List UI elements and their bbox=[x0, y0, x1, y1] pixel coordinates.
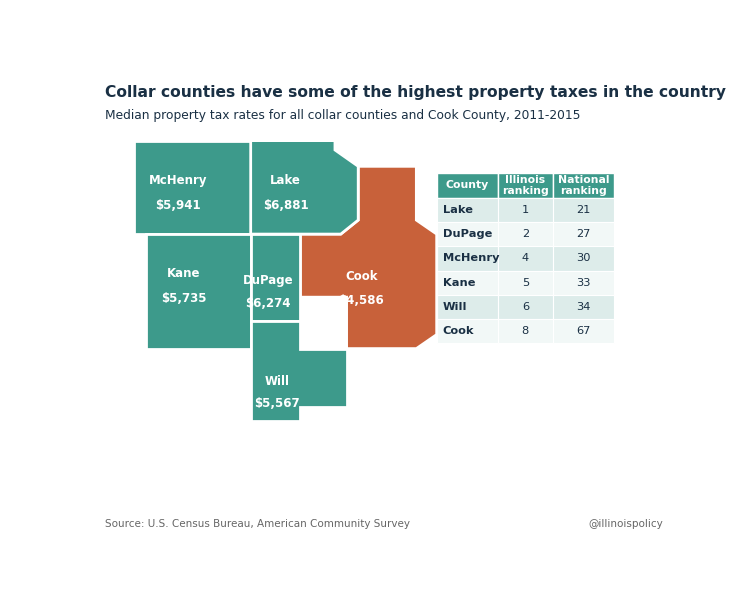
Text: 6: 6 bbox=[522, 302, 529, 312]
Bar bbox=[498, 271, 553, 295]
Text: Source: U.S. Census Bureau, American Community Survey: Source: U.S. Census Bureau, American Com… bbox=[105, 518, 410, 529]
Bar bbox=[436, 174, 498, 198]
Bar bbox=[498, 295, 553, 319]
Text: 27: 27 bbox=[576, 229, 591, 239]
Text: $4,586: $4,586 bbox=[338, 294, 384, 307]
Text: Median property tax rates for all collar counties and Cook County, 2011-2015: Median property tax rates for all collar… bbox=[105, 109, 580, 122]
Text: 30: 30 bbox=[576, 253, 591, 263]
Text: $6,274: $6,274 bbox=[245, 297, 291, 310]
Text: $5,941: $5,941 bbox=[155, 198, 201, 212]
Bar bbox=[553, 246, 614, 271]
Bar bbox=[553, 319, 614, 344]
Text: 1: 1 bbox=[522, 205, 529, 215]
Text: 8: 8 bbox=[522, 327, 529, 336]
Bar bbox=[553, 222, 614, 246]
Text: Kane: Kane bbox=[442, 277, 475, 288]
Bar bbox=[553, 295, 614, 319]
Text: Illinois
ranking: Illinois ranking bbox=[502, 175, 549, 196]
Bar bbox=[436, 295, 498, 319]
Polygon shape bbox=[300, 166, 436, 348]
Text: Lake: Lake bbox=[442, 205, 472, 215]
Text: National
ranking: National ranking bbox=[558, 175, 609, 196]
Polygon shape bbox=[251, 320, 346, 421]
Text: 67: 67 bbox=[576, 327, 591, 336]
Bar bbox=[436, 319, 498, 344]
Bar bbox=[436, 246, 498, 271]
Text: Cook: Cook bbox=[442, 327, 474, 336]
Bar bbox=[436, 198, 498, 222]
Text: 4: 4 bbox=[522, 253, 529, 263]
Text: Will: Will bbox=[264, 375, 290, 388]
Text: Kane: Kane bbox=[167, 267, 200, 280]
Text: Will: Will bbox=[442, 302, 467, 312]
Bar bbox=[498, 246, 553, 271]
Bar bbox=[553, 198, 614, 222]
Text: Cook: Cook bbox=[345, 270, 377, 283]
Text: County: County bbox=[446, 180, 489, 191]
Text: DuPage: DuPage bbox=[243, 274, 293, 287]
Text: McHenry: McHenry bbox=[442, 253, 499, 263]
Text: $6,881: $6,881 bbox=[262, 198, 308, 212]
Polygon shape bbox=[146, 234, 250, 348]
Polygon shape bbox=[251, 234, 300, 320]
Bar bbox=[553, 174, 614, 198]
Bar bbox=[498, 222, 553, 246]
Text: DuPage: DuPage bbox=[442, 229, 492, 239]
Bar bbox=[498, 319, 553, 344]
Bar bbox=[436, 222, 498, 246]
Text: 5: 5 bbox=[522, 277, 529, 288]
Text: 34: 34 bbox=[576, 302, 591, 312]
Text: Lake: Lake bbox=[270, 174, 301, 187]
Bar bbox=[498, 174, 553, 198]
Polygon shape bbox=[251, 141, 358, 234]
Text: @illinoispolicy: @illinoispolicy bbox=[589, 518, 663, 529]
Text: 2: 2 bbox=[522, 229, 529, 239]
Polygon shape bbox=[134, 141, 250, 234]
Text: $5,567: $5,567 bbox=[254, 397, 300, 410]
Text: 33: 33 bbox=[576, 277, 591, 288]
Text: McHenry: McHenry bbox=[148, 174, 207, 187]
Bar bbox=[436, 271, 498, 295]
Bar bbox=[498, 198, 553, 222]
Bar bbox=[553, 271, 614, 295]
Text: Collar counties have some of the highest property taxes in the country: Collar counties have some of the highest… bbox=[105, 84, 726, 100]
Text: 21: 21 bbox=[576, 205, 591, 215]
Text: $5,735: $5,735 bbox=[161, 292, 206, 305]
